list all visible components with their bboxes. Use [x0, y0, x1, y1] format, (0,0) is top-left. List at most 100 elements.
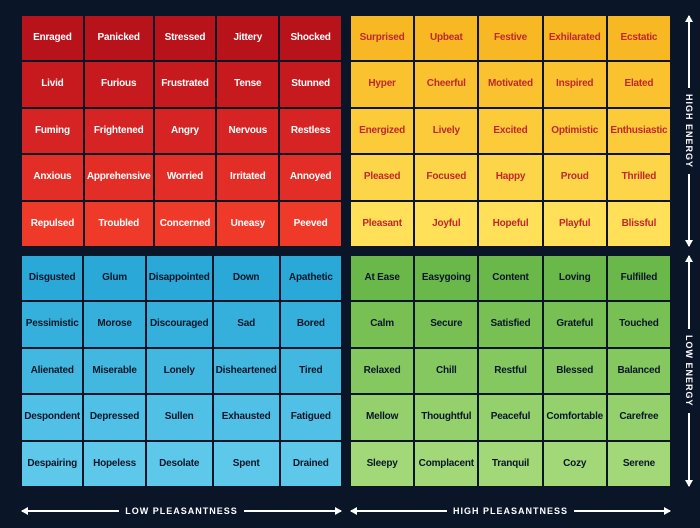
mood-cell: Disappointed	[147, 256, 212, 300]
mood-cell: Joyful	[415, 202, 477, 246]
mood-cell: Comfortable	[544, 395, 606, 439]
mood-cell: Thrilled	[608, 155, 670, 199]
mood-cell: Motivated	[479, 62, 541, 106]
mood-cell: Bored	[281, 302, 341, 346]
arrow-left-icon	[22, 510, 119, 512]
mood-cell: Sleepy	[351, 442, 413, 486]
mood-cell: Upbeat	[415, 16, 477, 60]
mood-cell: Mellow	[351, 395, 413, 439]
mood-cell: Peeved	[280, 202, 341, 246]
mood-cell: Spent	[214, 442, 279, 486]
axis-x-low-label: LOW PLEASANTNESS	[125, 506, 238, 516]
axis-y-low-label: LOW ENERGY	[684, 335, 694, 407]
mood-cell: Annoyed	[280, 155, 341, 199]
quadrant-red: EnragedPanickedStressedJitteryShockedLiv…	[22, 16, 341, 246]
mood-cell: Frustrated	[155, 62, 216, 106]
mood-cell: Balanced	[608, 349, 670, 393]
mood-cell: Happy	[479, 155, 541, 199]
mood-cell: Touched	[608, 302, 670, 346]
mood-cell: Lonely	[147, 349, 212, 393]
mood-cell: Proud	[544, 155, 606, 199]
mood-cell: Surprised	[351, 16, 413, 60]
mood-cell: Pessimistic	[22, 302, 82, 346]
mood-cell: Repulsed	[22, 202, 83, 246]
mood-cell: Hopeless	[84, 442, 144, 486]
mood-cell: Ecstatic	[608, 16, 670, 60]
mood-cell: Pleasant	[351, 202, 413, 246]
quadrant-blue: DisgustedGlumDisappointedDownApathetic Pe…	[22, 256, 341, 486]
mood-cell: Stunned	[280, 62, 341, 106]
mood-cell: Energized	[351, 109, 413, 153]
mood-cell: Stressed	[155, 16, 216, 60]
mood-cell: Angry	[155, 109, 216, 153]
mood-cell: Apathetic	[281, 256, 341, 300]
mood-cell: Hyper	[351, 62, 413, 106]
mood-cell: Peaceful	[479, 395, 541, 439]
mood-cell: Satisfied	[479, 302, 541, 346]
arrow-down-icon	[688, 413, 690, 486]
quadrant-yellow: SurprisedUpbeatFestiveExhilaratedEcstati…	[351, 16, 670, 246]
arrow-right-icon	[244, 510, 341, 512]
arrow-down-icon	[688, 174, 690, 246]
mood-cell: Shocked	[280, 16, 341, 60]
mood-cell: Loving	[544, 256, 606, 300]
mood-cell: Calm	[351, 302, 413, 346]
mood-cell: Tired	[281, 349, 341, 393]
mood-cell: Excited	[479, 109, 541, 153]
mood-cell: Down	[214, 256, 279, 300]
mood-cell: Enthusiastic	[608, 109, 670, 153]
mood-cell: Exhausted	[214, 395, 279, 439]
mood-cell: Worried	[155, 155, 216, 199]
mood-cell: Blessed	[544, 349, 606, 393]
mood-cell: Blissful	[608, 202, 670, 246]
mood-cell: Restless	[280, 109, 341, 153]
mood-cell: Apprehensive	[85, 155, 153, 199]
mood-meter-grid: EnragedPanickedStressedJitteryShockedLiv…	[22, 16, 670, 486]
axis-y-high: HIGH ENERGY	[682, 16, 696, 246]
mood-cell: Optimistic	[544, 109, 606, 153]
mood-cell: Grateful	[544, 302, 606, 346]
mood-cell: Discouraged	[147, 302, 212, 346]
arrow-right-icon	[574, 510, 670, 512]
mood-cell: Tranquil	[479, 442, 541, 486]
mood-cell: Nervous	[217, 109, 278, 153]
arrow-up-icon	[688, 16, 690, 88]
mood-cell: Jittery	[217, 16, 278, 60]
mood-cell: Tense	[217, 62, 278, 106]
mood-cell: Livid	[22, 62, 83, 106]
mood-cell: Disheartened	[214, 349, 279, 393]
mood-cell: Morose	[84, 302, 144, 346]
mood-cell: Fatigued	[281, 395, 341, 439]
mood-cell: Sullen	[147, 395, 212, 439]
arrow-up-icon	[688, 256, 690, 329]
mood-cell: Glum	[84, 256, 144, 300]
mood-cell: Fulfilled	[608, 256, 670, 300]
axis-x-high-label: HIGH PLEASANTNESS	[453, 506, 568, 516]
axis-y-low: LOW ENERGY	[682, 256, 696, 486]
mood-cell: Desolate	[147, 442, 212, 486]
mood-cell: Relaxed	[351, 349, 413, 393]
mood-cell: Anxious	[22, 155, 83, 199]
mood-cell: Depressed	[84, 395, 144, 439]
mood-cell: Despondent	[22, 395, 82, 439]
mood-cell: Easygoing	[415, 256, 477, 300]
mood-cell: Content	[479, 256, 541, 300]
mood-cell: Troubled	[85, 202, 153, 246]
axis-x-low: LOW PLEASANTNESS	[22, 506, 341, 516]
mood-cell: Complacent	[415, 442, 477, 486]
mood-cell: Festive	[479, 16, 541, 60]
mood-cell: Serene	[608, 442, 670, 486]
mood-cell: Cozy	[544, 442, 606, 486]
mood-cell: Elated	[608, 62, 670, 106]
mood-cell: At Ease	[351, 256, 413, 300]
mood-cell: Cheerful	[415, 62, 477, 106]
mood-cell: Disgusted	[22, 256, 82, 300]
mood-cell: Hopeful	[479, 202, 541, 246]
mood-cell: Chill	[415, 349, 477, 393]
mood-cell: Playful	[544, 202, 606, 246]
mood-cell: Despairing	[22, 442, 82, 486]
mood-cell: Sad	[214, 302, 279, 346]
mood-cell: Secure	[415, 302, 477, 346]
axis-x-high: HIGH PLEASANTNESS	[351, 506, 670, 516]
mood-cell: Focused	[415, 155, 477, 199]
